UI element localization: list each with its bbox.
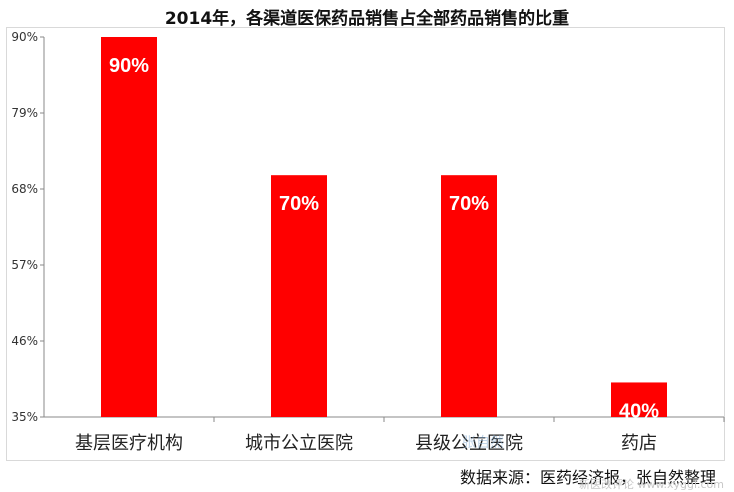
source-note: 数据来源：医药经济报，张自然整理 — [459, 468, 716, 487]
y-tick-label: 68% — [11, 182, 38, 196]
site-watermark: 新医改评论 www.xyggl.com — [578, 478, 724, 491]
bar-value-label: 70% — [279, 193, 319, 215]
y-tick-label: 35% — [11, 410, 38, 424]
chart-title: 2014年，各渠道医保药品销售占全部药品销售的比重 — [164, 9, 570, 29]
center-watermark: 张自然 — [462, 435, 504, 451]
bar — [101, 37, 157, 417]
bar-value-label: 90% — [109, 55, 149, 77]
bar — [611, 382, 667, 417]
y-tick-label: 79% — [11, 106, 38, 120]
x-tick-label: 县级公立医院 — [415, 433, 523, 454]
y-tick-label: 57% — [11, 258, 38, 272]
bar-value-label: 70% — [449, 193, 489, 215]
x-tick-label: 药店 — [621, 433, 657, 454]
y-tick-label: 46% — [11, 334, 38, 348]
bar — [441, 175, 497, 417]
plot-area-border — [6, 27, 725, 461]
x-tick-label: 基层医疗机构 — [75, 433, 183, 454]
bar — [271, 175, 327, 417]
x-tick-label: 城市公立医院 — [245, 433, 353, 454]
y-tick-label: 90% — [11, 30, 38, 44]
bar-value-label: 40% — [619, 400, 659, 422]
